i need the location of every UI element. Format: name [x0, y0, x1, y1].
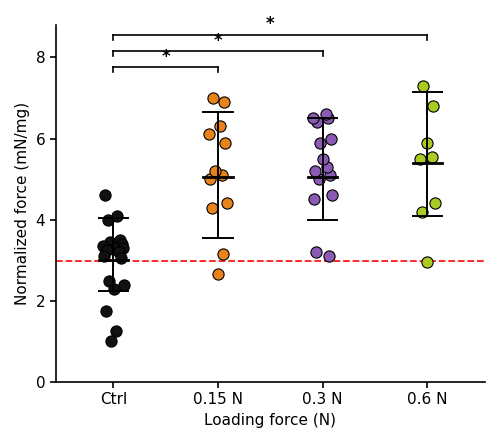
Point	[209, 94, 217, 101]
Point	[328, 192, 336, 199]
Point	[105, 277, 113, 284]
Point	[107, 338, 115, 345]
Point	[324, 115, 332, 122]
X-axis label: Loading force (N): Loading force (N)	[204, 413, 336, 428]
Point	[211, 167, 219, 175]
Point	[416, 155, 424, 162]
Point	[325, 253, 333, 260]
Point	[312, 249, 320, 256]
Text: *: *	[214, 31, 222, 50]
Point	[118, 241, 126, 248]
Point	[424, 259, 432, 266]
Point	[114, 212, 122, 219]
Point	[120, 281, 128, 288]
Point	[428, 102, 436, 109]
Y-axis label: Normalized force (mN/mg): Normalized force (mN/mg)	[15, 102, 30, 305]
Point	[312, 167, 320, 175]
Point	[428, 153, 436, 160]
Point	[224, 200, 232, 207]
Point	[314, 175, 322, 183]
Point	[106, 238, 114, 245]
Point	[206, 175, 214, 183]
Point	[220, 98, 228, 105]
Point	[104, 216, 112, 223]
Point	[116, 237, 124, 244]
Point	[424, 139, 432, 146]
Point	[218, 171, 226, 179]
Point	[314, 119, 322, 126]
Point	[214, 271, 222, 278]
Point	[101, 192, 109, 199]
Point	[316, 139, 324, 146]
Point	[112, 245, 120, 252]
Point	[219, 251, 227, 258]
Point	[310, 196, 318, 203]
Point	[114, 249, 122, 256]
Point	[322, 111, 330, 118]
Point	[327, 135, 335, 142]
Text: *: *	[162, 48, 170, 66]
Text: *: *	[266, 16, 274, 33]
Point	[118, 245, 126, 252]
Point	[102, 307, 110, 315]
Point	[99, 242, 107, 249]
Point	[116, 255, 124, 262]
Point	[208, 204, 216, 211]
Point	[419, 82, 427, 89]
Point	[418, 208, 426, 215]
Point	[318, 155, 326, 162]
Point	[310, 115, 318, 122]
Point	[112, 328, 120, 335]
Point	[110, 285, 118, 292]
Point	[326, 171, 334, 179]
Point	[103, 247, 111, 254]
Point	[222, 139, 230, 146]
Point	[204, 131, 212, 138]
Point	[323, 163, 331, 171]
Point	[430, 200, 438, 207]
Point	[100, 253, 108, 260]
Point	[216, 123, 224, 130]
